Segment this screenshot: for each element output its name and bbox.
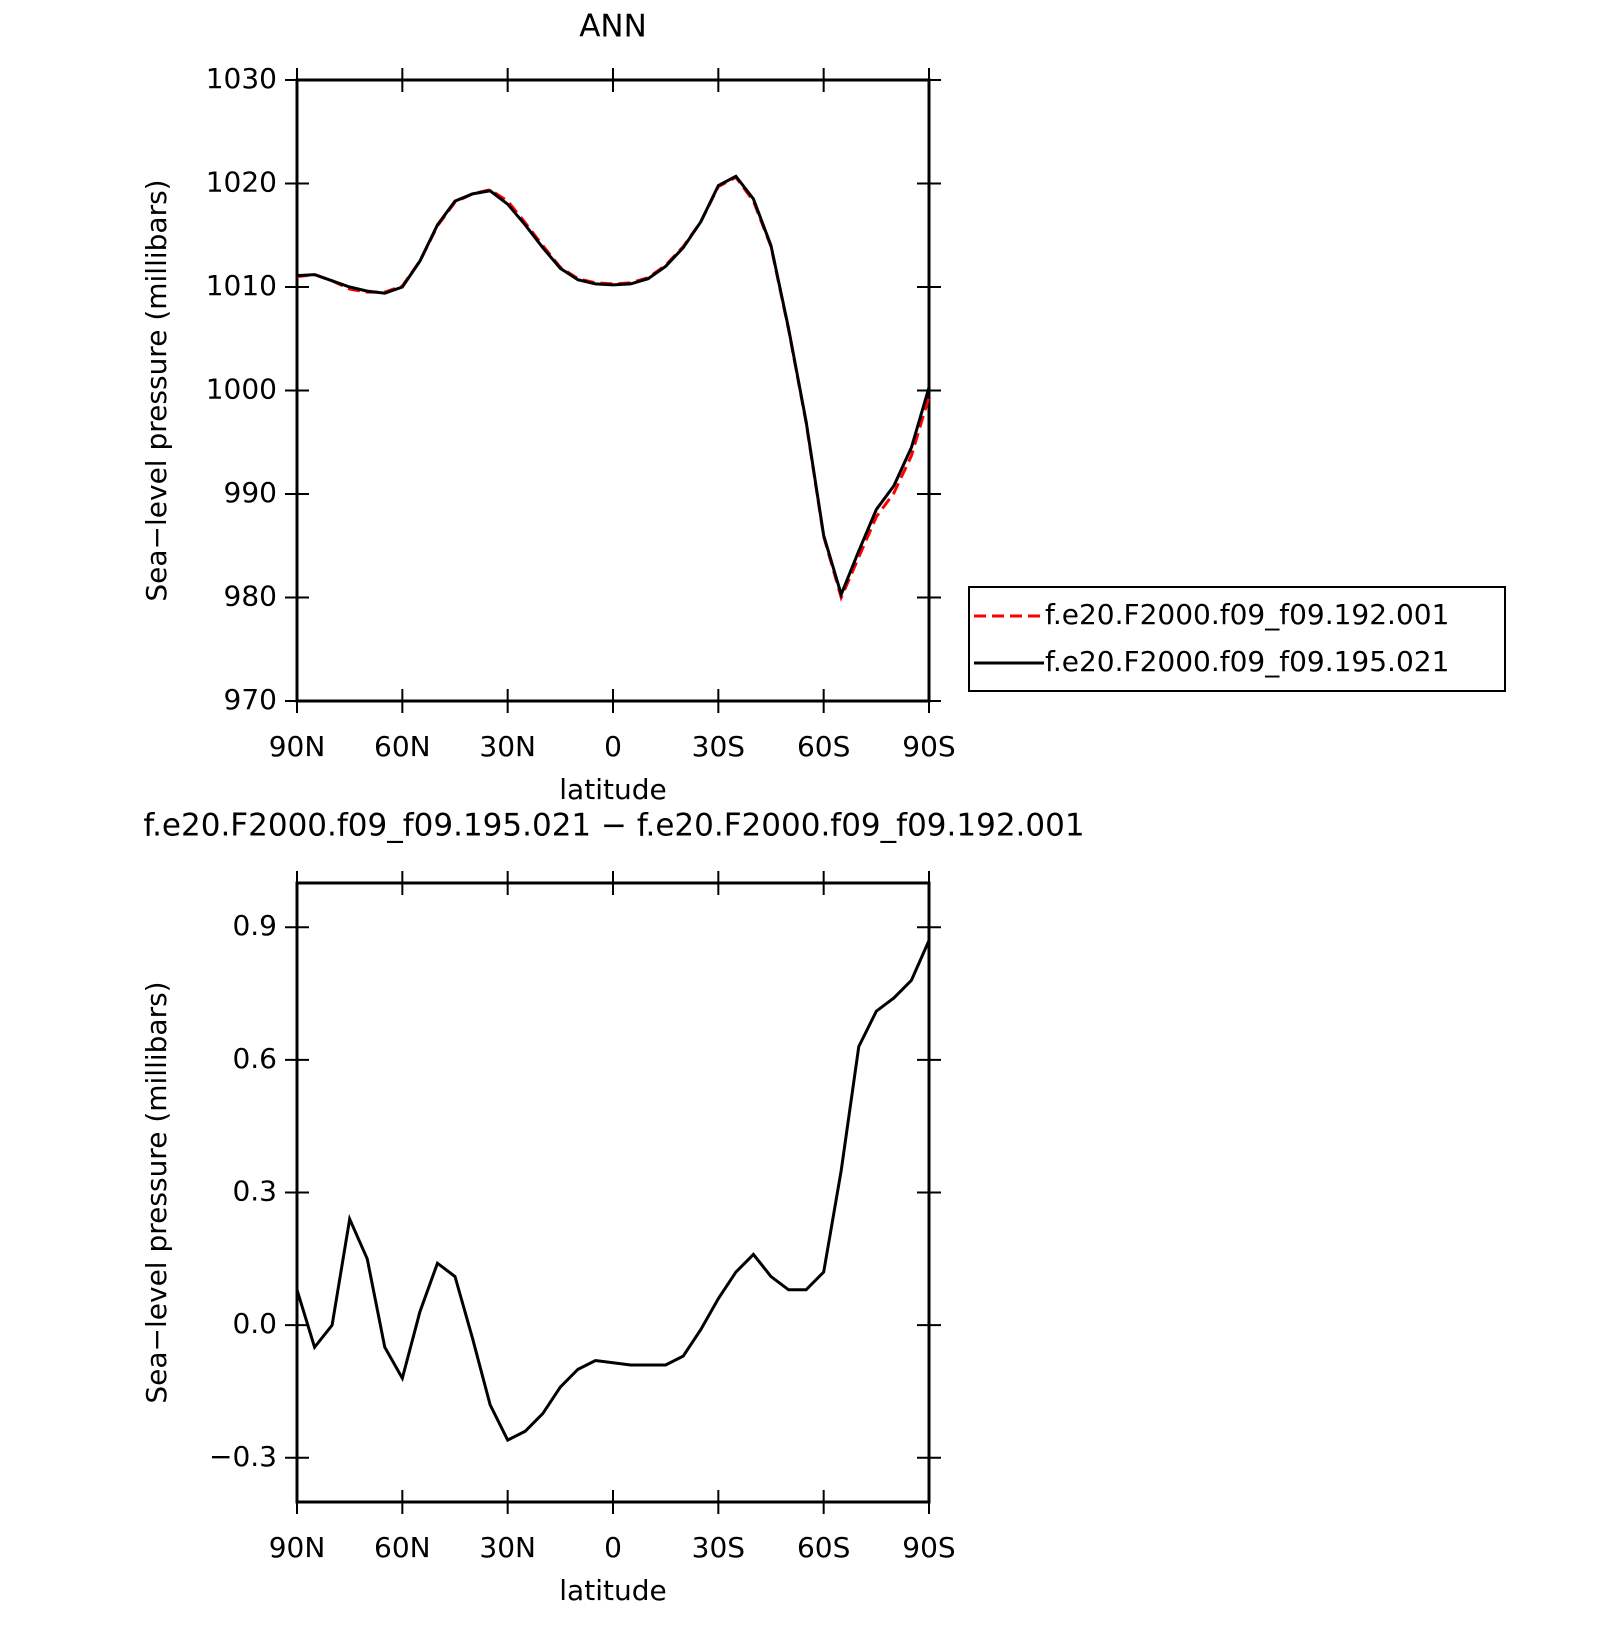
y-tick-label: 1030 [206,62,277,95]
plot-frame [295,78,931,703]
x-tick-label: 60S [797,730,850,763]
x-tick-label: 90S [902,730,955,763]
y-tick-label: 0.3 [232,1175,277,1208]
chart-title: ANN [579,9,647,45]
y-tick-label: 0.6 [232,1042,277,1075]
x-tick-label: 60S [797,1531,850,1564]
y-tick-label: 980 [224,580,277,613]
y-axis-label: Sea−level pressure (millibars) [140,981,173,1403]
data-line [295,939,931,1443]
x-tick-label: 60N [374,730,431,763]
x-tick-label: 30S [692,1531,745,1564]
y-axis-label: Sea−level pressure (millibars) [140,179,173,601]
x-tick-label: 30N [479,730,536,763]
chart-title: f.e20.F2000.f09_f09.195.021 − f.e20.F200… [143,808,1084,844]
x-axis-label: latitude [559,1574,666,1607]
x-axis-label: latitude [559,773,666,806]
x-tick-label: 60N [374,1531,431,1564]
plot-frame [295,881,931,1504]
legend-label: f.e20.F2000.f09_f09.192.001 [1045,598,1449,631]
data-line [296,175,931,602]
x-tick-label: 90S [902,1531,955,1564]
x-tick-label: 0 [604,730,622,763]
x-tick-label: 30N [479,1531,536,1564]
x-tick-label: 0 [604,1531,622,1564]
y-tick-label: 1020 [206,166,277,199]
y-tick-label: 990 [224,476,277,509]
data-line [296,174,931,599]
legend-label: f.e20.F2000.f09_f09.195.021 [1045,645,1449,678]
x-tick-label: 30S [692,730,745,763]
y-tick-label: 0.0 [232,1307,277,1340]
y-tick-label: 1000 [206,373,277,406]
x-tick-label: 90N [269,730,326,763]
y-tick-label: 1010 [206,269,277,302]
y-tick-label: 970 [224,683,277,716]
legend-box [968,586,1506,692]
y-tick-label: −0.3 [209,1440,277,1473]
y-tick-label: 0.9 [232,909,277,942]
x-tick-label: 90N [269,1531,326,1564]
